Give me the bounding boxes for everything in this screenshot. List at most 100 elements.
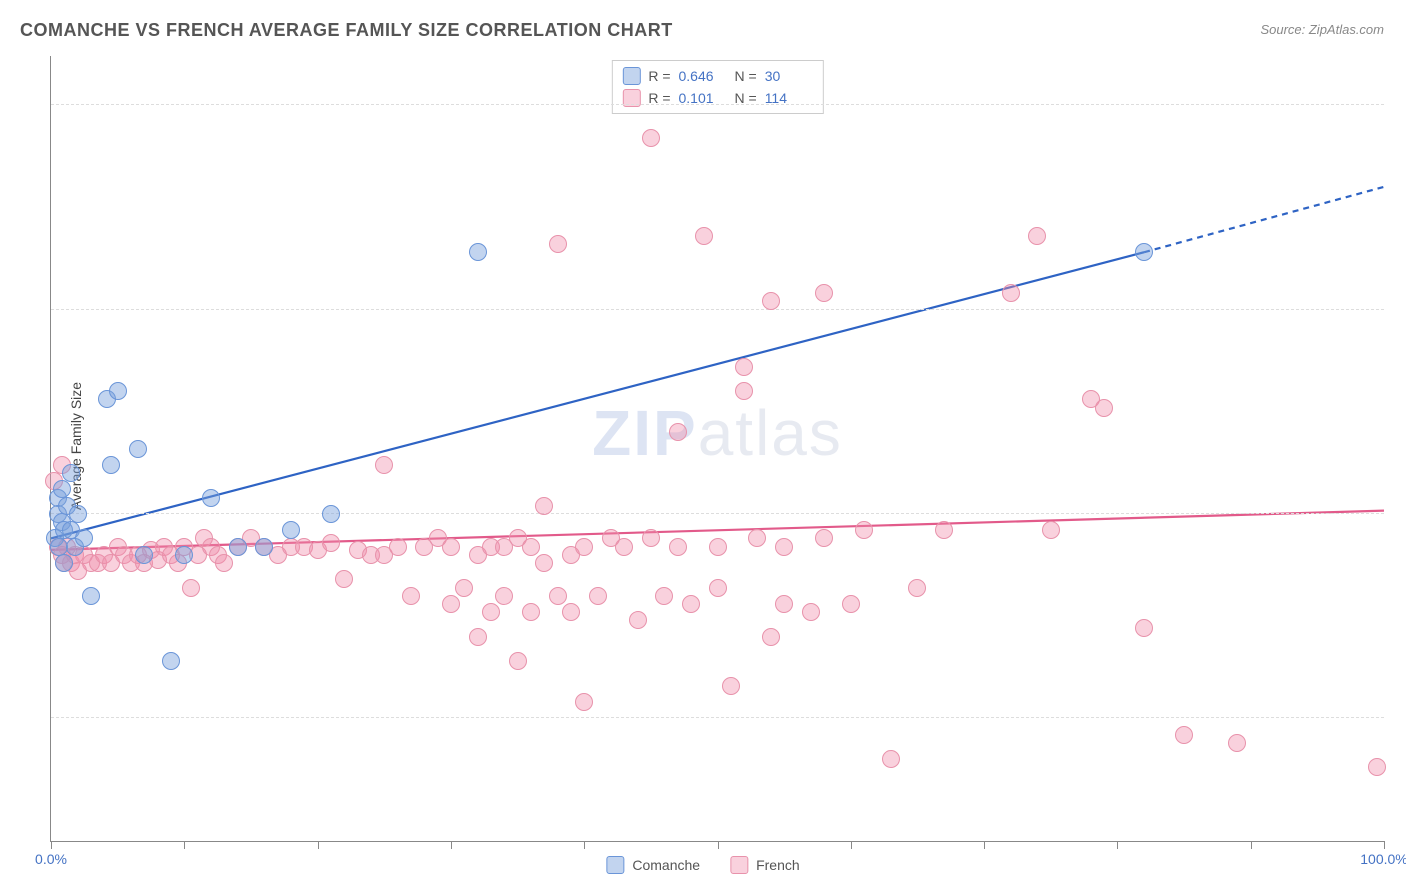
trendlines-svg (51, 56, 1384, 841)
data-point-french (802, 603, 820, 621)
data-point-french (442, 595, 460, 613)
y-tick-label: 4.75 (1389, 302, 1406, 318)
data-point-french (549, 235, 567, 253)
data-point-french (615, 538, 633, 556)
data-point-french (182, 579, 200, 597)
data-point-french (402, 587, 420, 605)
stats-legend-box: R = 0.646 N = 30 R = 0.101 N = 114 (611, 60, 823, 114)
data-point-french (629, 611, 647, 629)
data-point-comanche (162, 652, 180, 670)
x-tick (1251, 841, 1252, 849)
data-point-french (709, 538, 727, 556)
data-point-french (748, 529, 766, 547)
x-tick (1117, 841, 1118, 849)
data-point-french (642, 129, 660, 147)
x-tick (718, 841, 719, 849)
data-point-french (709, 579, 727, 597)
n-label: N = (735, 68, 757, 84)
data-point-french (522, 538, 540, 556)
data-point-french (375, 456, 393, 474)
legend-label-comanche: Comanche (632, 857, 700, 873)
data-point-comanche (255, 538, 273, 556)
data-point-comanche (82, 587, 100, 605)
data-point-comanche (1135, 243, 1153, 261)
x-tick (851, 841, 852, 849)
data-point-french (455, 579, 473, 597)
data-point-french (815, 529, 833, 547)
data-point-french (575, 538, 593, 556)
data-point-french (335, 570, 353, 588)
data-point-comanche (75, 529, 93, 547)
gridline (51, 104, 1384, 105)
stats-row-comanche: R = 0.646 N = 30 (622, 65, 812, 87)
data-point-french (549, 587, 567, 605)
gridline (51, 309, 1384, 310)
chart-title: COMANCHE VS FRENCH AVERAGE FAMILY SIZE C… (20, 20, 673, 41)
x-tick (451, 841, 452, 849)
data-point-french (1028, 227, 1046, 245)
x-tick (184, 841, 185, 849)
data-point-french (575, 693, 593, 711)
y-tick-label: 3.50 (1389, 506, 1406, 522)
data-point-comanche (322, 505, 340, 523)
data-point-french (389, 538, 407, 556)
data-point-french (535, 554, 553, 572)
data-point-comanche (69, 505, 87, 523)
watermark-rest: atlas (698, 397, 843, 469)
source-citation: Source: ZipAtlas.com (1260, 22, 1384, 37)
gridline (51, 717, 1384, 718)
data-point-french (322, 534, 340, 552)
data-point-french (469, 628, 487, 646)
x-tick (584, 841, 585, 849)
data-point-french (509, 652, 527, 670)
swatch-french (730, 856, 748, 874)
data-point-comanche (229, 538, 247, 556)
gridline (51, 513, 1384, 514)
data-point-comanche (109, 382, 127, 400)
y-tick-label: 2.25 (1389, 710, 1406, 726)
trendline (1144, 187, 1384, 252)
data-point-comanche (202, 489, 220, 507)
data-point-french (669, 423, 687, 441)
watermark: ZIPatlas (592, 396, 843, 470)
data-point-french (1042, 521, 1060, 539)
data-point-comanche (469, 243, 487, 261)
data-point-french (775, 538, 793, 556)
data-point-french (642, 529, 660, 547)
data-point-french (1228, 734, 1246, 752)
data-point-comanche (53, 480, 71, 498)
data-point-french (735, 382, 753, 400)
data-point-comanche (62, 464, 80, 482)
legend-item-french: French (730, 856, 800, 874)
x-tick-label: 0.0% (35, 851, 67, 867)
data-point-french (908, 579, 926, 597)
data-point-french (762, 628, 780, 646)
data-point-french (762, 292, 780, 310)
data-point-french (442, 538, 460, 556)
data-point-comanche (135, 546, 153, 564)
n-value-comanche: 30 (765, 68, 813, 84)
data-point-french (589, 587, 607, 605)
x-tick-label: 100.0% (1360, 851, 1406, 867)
plot-area: ZIPatlas R = 0.646 N = 30 R = 0.101 N = … (50, 56, 1384, 842)
swatch-comanche (606, 856, 624, 874)
data-point-french (1368, 758, 1386, 776)
data-point-french (522, 603, 540, 621)
stats-row-french: R = 0.101 N = 114 (622, 87, 812, 109)
data-point-french (855, 521, 873, 539)
data-point-french (1135, 619, 1153, 637)
data-point-french (682, 595, 700, 613)
data-point-comanche (175, 546, 193, 564)
data-point-french (655, 587, 673, 605)
data-point-french (722, 677, 740, 695)
r-value-comanche: 0.646 (679, 68, 727, 84)
data-point-french (562, 603, 580, 621)
source-label: Source: (1260, 22, 1308, 37)
data-point-comanche (129, 440, 147, 458)
x-tick (1384, 841, 1385, 849)
data-point-french (815, 284, 833, 302)
data-point-french (482, 603, 500, 621)
data-point-french (495, 587, 513, 605)
x-tick (51, 841, 52, 849)
data-point-french (842, 595, 860, 613)
